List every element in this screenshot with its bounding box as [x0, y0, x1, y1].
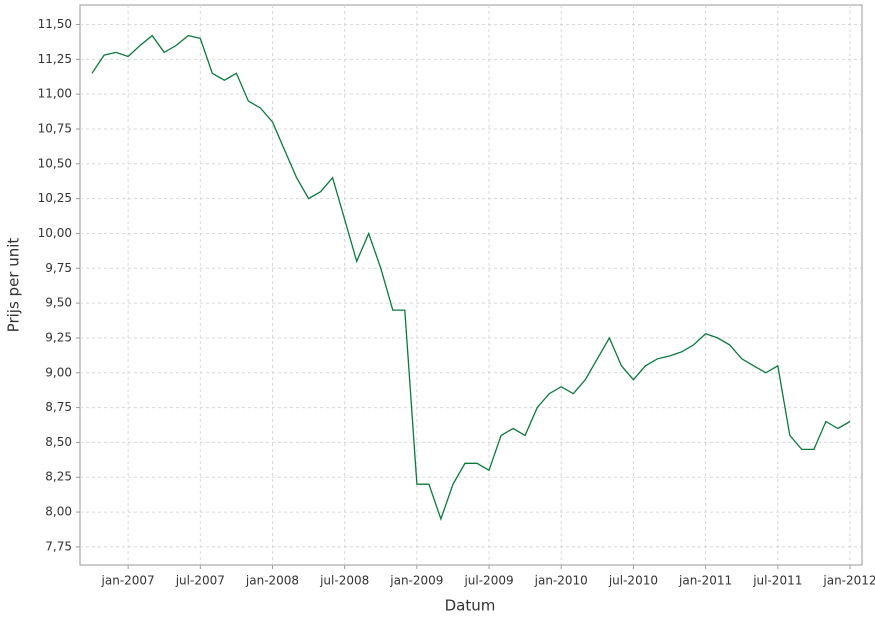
- x-tick-label: jul-2007: [175, 574, 225, 588]
- x-tick-label: jan-2009: [389, 574, 443, 588]
- x-tick-label: jan-2007: [101, 574, 155, 588]
- y-tick-label: 9,50: [45, 296, 72, 310]
- x-tick-label: jul-2011: [752, 574, 802, 588]
- y-tick-label: 7,75: [45, 539, 72, 553]
- x-tick-label: jul-2009: [463, 574, 513, 588]
- x-tick-label: jul-2010: [608, 574, 658, 588]
- y-tick-label: 8,75: [45, 400, 72, 414]
- price-line: [91, 34, 851, 521]
- x-tick-label: jan-2008: [245, 574, 299, 588]
- y-tick-label: 10,00: [38, 226, 72, 240]
- plot-area: [79, 4, 863, 566]
- y-tick-label: 8,25: [45, 470, 72, 484]
- y-tick-label: 8,50: [45, 435, 72, 449]
- y-tick-label: 10,25: [38, 191, 72, 205]
- y-tick-label: 11,50: [38, 17, 72, 31]
- x-tick-label: jan-2011: [678, 574, 732, 588]
- y-tick-label: 11,00: [38, 87, 72, 101]
- y-axis-label: Prijs per unit: [5, 238, 23, 333]
- y-tick-label: 9,00: [45, 365, 72, 379]
- y-tick-label: 8,00: [45, 505, 72, 519]
- x-tick-label: jul-2008: [319, 574, 369, 588]
- y-tick-label: 9,75: [45, 261, 72, 275]
- y-tick-label: 9,25: [45, 330, 72, 344]
- y-tick-label: 11,25: [38, 52, 72, 66]
- x-axis-label: Datum: [445, 597, 496, 615]
- x-tick-label: jan-2010: [534, 574, 588, 588]
- x-tick-label: jan-2012: [822, 574, 875, 588]
- y-tick-label: 10,50: [38, 156, 72, 170]
- y-tick-label: 10,75: [38, 121, 72, 135]
